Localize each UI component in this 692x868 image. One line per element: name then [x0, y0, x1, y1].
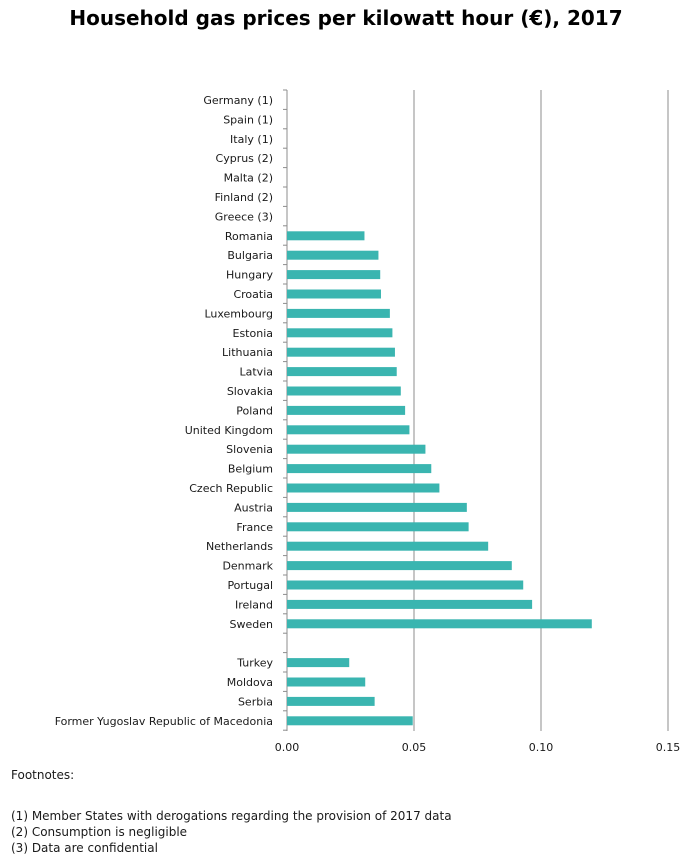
category-label: Portugal — [227, 579, 273, 592]
bar — [287, 444, 426, 454]
category-label: Latvia — [240, 366, 274, 379]
x-tick-label: 0.10 — [529, 741, 554, 754]
bar — [287, 367, 397, 377]
category-label: Netherlands — [206, 540, 273, 553]
bar — [287, 386, 401, 396]
category-label: United Kingdom — [185, 424, 273, 437]
bar — [287, 405, 406, 415]
bar — [287, 328, 393, 338]
category-label: Serbia — [238, 695, 273, 708]
category-label: Italy (1) — [230, 133, 273, 146]
footnote-2: (2) Consumption is negligible — [11, 825, 188, 839]
bar — [287, 425, 410, 435]
category-label: Cyprus (2) — [216, 152, 273, 165]
bar — [287, 658, 350, 668]
category-label: Bulgaria — [227, 249, 273, 262]
footnote-1: (1) Member States with derogations regar… — [11, 809, 452, 823]
chart-title: Household gas prices per kilowatt hour (… — [69, 6, 623, 30]
footnotes-list: (1) Member States with derogations regar… — [11, 808, 452, 856]
category-label: France — [236, 521, 273, 534]
bar — [287, 502, 467, 512]
bar — [287, 716, 413, 726]
bar — [287, 561, 512, 571]
bar — [287, 677, 366, 687]
category-label: Germany (1) — [203, 94, 273, 107]
bar — [287, 522, 469, 532]
category-label: Ireland — [235, 598, 273, 611]
category-label: Sweden — [230, 618, 273, 631]
bar — [287, 231, 365, 241]
category-label: Czech Republic — [189, 482, 273, 495]
bar — [287, 270, 381, 280]
category-label: Poland — [236, 404, 273, 417]
x-tick-label: 0.05 — [402, 741, 427, 754]
bar — [287, 619, 592, 629]
bar — [287, 289, 381, 299]
bar — [287, 464, 432, 474]
category-label: Malta (2) — [224, 172, 273, 185]
category-label: Denmark — [222, 560, 273, 573]
footnote-3: (3) Data are confidential — [11, 841, 158, 855]
x-tick-label: 0.15 — [656, 741, 681, 754]
category-label: Luxembourg — [204, 307, 273, 320]
category-label: Belgium — [228, 463, 273, 476]
bar — [287, 308, 390, 318]
footnotes-heading: Footnotes: — [11, 768, 75, 782]
bar — [287, 696, 375, 706]
category-label: Former Yugoslav Republic of Macedonia — [55, 715, 273, 728]
category-label: Croatia — [233, 288, 273, 301]
bar — [287, 483, 440, 493]
category-label: Estonia — [233, 327, 274, 340]
bar — [287, 250, 379, 260]
category-label: Spain (1) — [223, 113, 273, 126]
category-label: Hungary — [226, 269, 273, 282]
category-label: Moldova — [227, 676, 273, 689]
category-label: Austria — [234, 501, 273, 514]
category-label: Greece (3) — [215, 210, 273, 223]
bar-chart: 0.00 0.05 0.10 0.15 Germany (1) Spain (1) Ital… — [55, 89, 681, 754]
x-tick-label: 0.00 — [275, 741, 300, 754]
category-label: Slovenia — [226, 443, 273, 456]
category-label: Finland (2) — [215, 191, 273, 204]
category-label: Lithuania — [222, 346, 273, 359]
bar — [287, 599, 533, 609]
category-label: Turkey — [236, 657, 273, 670]
category-label: Slovakia — [227, 385, 273, 398]
bar — [287, 580, 524, 590]
bar — [287, 347, 395, 357]
bar — [287, 541, 489, 551]
category-label: Romania — [225, 230, 273, 243]
